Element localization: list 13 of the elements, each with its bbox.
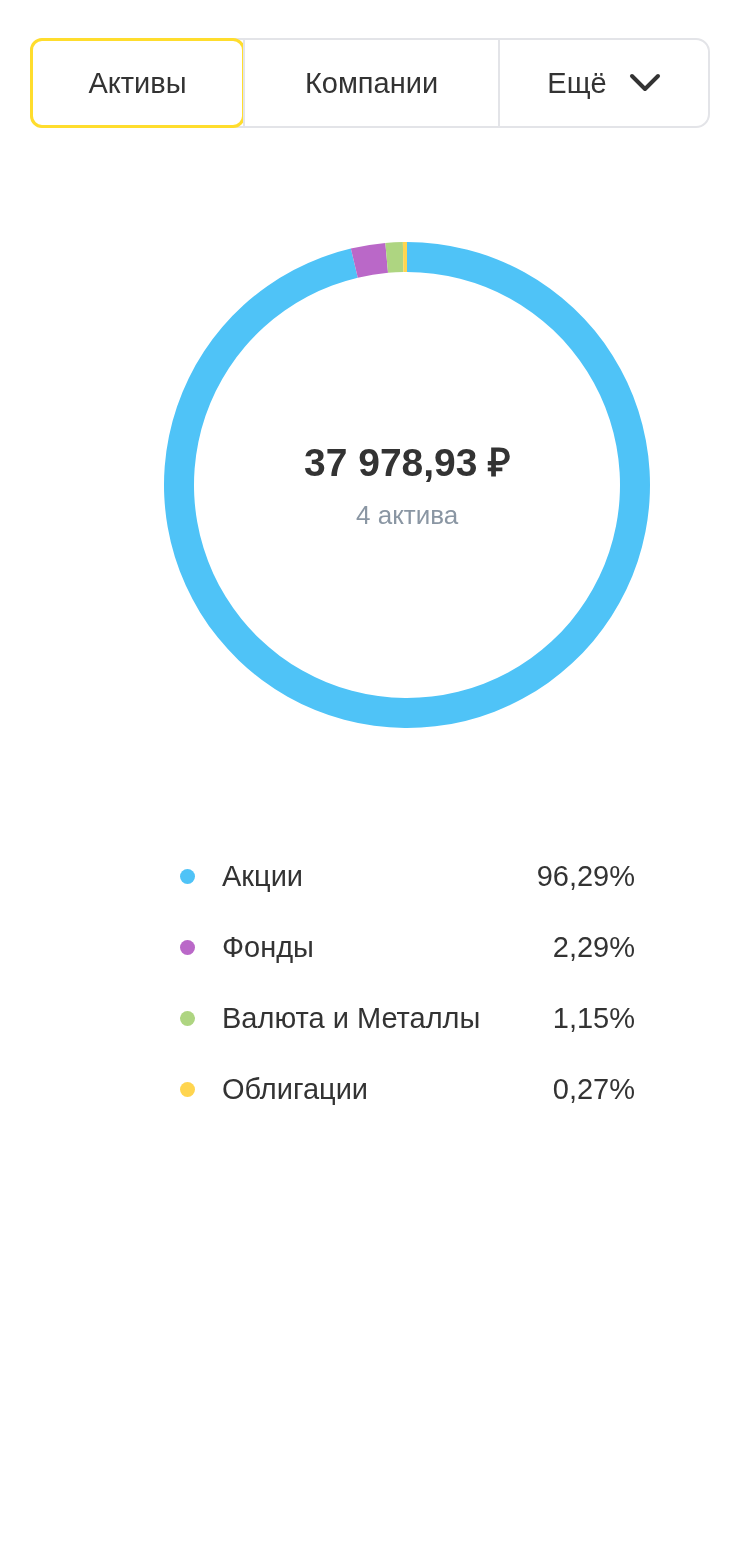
data-label: 2,29% [552,931,635,964]
legend-label: Валюта и Металлы [222,1002,482,1035]
text: 37 978,93 ₽ [304,441,512,484]
text: 4 актива [356,500,459,530]
legend-label: Облигации [222,1073,370,1106]
text: Ещё [547,66,607,100]
legend-label: Акции [222,860,305,893]
legend-label: Фонды [222,931,315,964]
text: Компании [304,66,439,100]
data-label: 96,29% [536,860,635,893]
data-label: 0,27% [552,1073,635,1106]
data-label: 1,15% [552,1002,635,1035]
text: Активы [88,66,187,100]
